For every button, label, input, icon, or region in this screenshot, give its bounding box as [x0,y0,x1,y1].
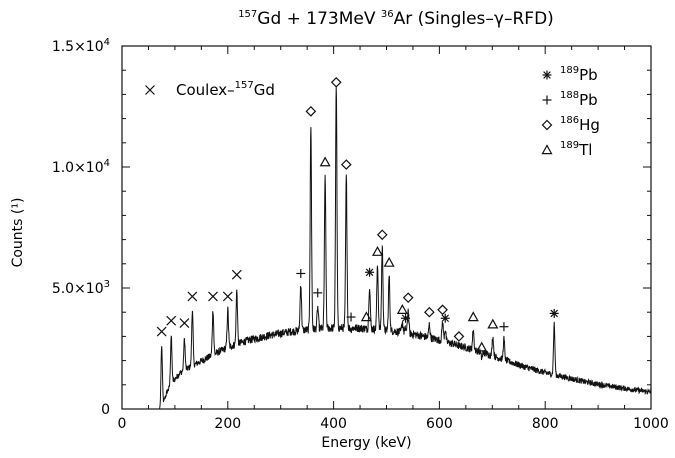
hg186-marker [453,331,465,342]
legend-marker [542,95,552,105]
coulex-marker [208,291,218,302]
marker-layer [156,76,559,352]
spectrum-line [122,86,652,410]
text-layer: 0 200 400 600 800 1000 0 5.0×103 1.0×104 1.5×104 E… [10,9,669,451]
legend-label: 188Pb [560,90,598,109]
hg186-marker [424,306,435,318]
hg186-marker [437,304,448,316]
tl189-marker [319,156,331,167]
y-axis-label: Counts (¹) [10,198,26,268]
pb189-marker [440,313,450,323]
y-tick-label: 1.5×104 [52,37,110,55]
tl189-marker [360,311,372,322]
pb189-marker [365,267,375,277]
coulex-marker [156,326,167,337]
coulex-marker [179,318,190,329]
legend-marker [541,144,553,155]
x-tick-label: 600 [426,416,453,432]
x-tick-label: 1000 [633,416,669,432]
legend-label: 186Hg [560,115,600,134]
y-tick-label: 0 [101,402,110,418]
chart-title: 157Gd + 173MeV 36Ar (Singles–γ–RFD) [238,9,554,29]
coulex-marker [166,315,177,326]
hg186-marker [340,159,352,170]
tl189-marker [467,311,479,322]
spectrum-layer [122,86,652,410]
x-tick-label: 0 [118,416,127,432]
legend-label: 189Tl [560,140,592,159]
y-tick-label: 5.0×103 [52,279,110,297]
y-tick-label: 1.0×104 [52,158,110,176]
axes-layer [121,45,652,410]
legend-marker [541,119,553,131]
tl189-marker [487,318,499,329]
tl189-marker [476,341,488,352]
x-axis-label: Energy (keV) [321,435,411,451]
pb188-marker [296,268,306,278]
legend-marker [542,70,552,80]
legend-coulex-label: Coulex–157Gd [176,80,275,99]
tl189-marker [396,304,408,314]
pb189-marker [549,308,559,318]
pb188-marker [499,322,509,332]
x-tick-label: 200 [214,416,241,432]
x-tick-label: 400 [320,416,347,432]
tl189-marker [383,256,395,267]
hg186-marker [402,292,414,304]
legend-coulex-marker [145,85,155,95]
coulex-marker [187,291,198,302]
hg186-marker [330,76,342,88]
pb189-marker [401,313,411,323]
x-tick-label: 800 [532,416,559,432]
coulex-marker [222,291,233,302]
hg186-marker [376,229,388,241]
tl189-marker [371,245,384,256]
coulex-marker [231,269,242,280]
pb188-marker [313,288,323,298]
hg186-marker [305,105,317,117]
legend-label: 189Pb [560,65,598,84]
pb188-marker [346,312,356,322]
